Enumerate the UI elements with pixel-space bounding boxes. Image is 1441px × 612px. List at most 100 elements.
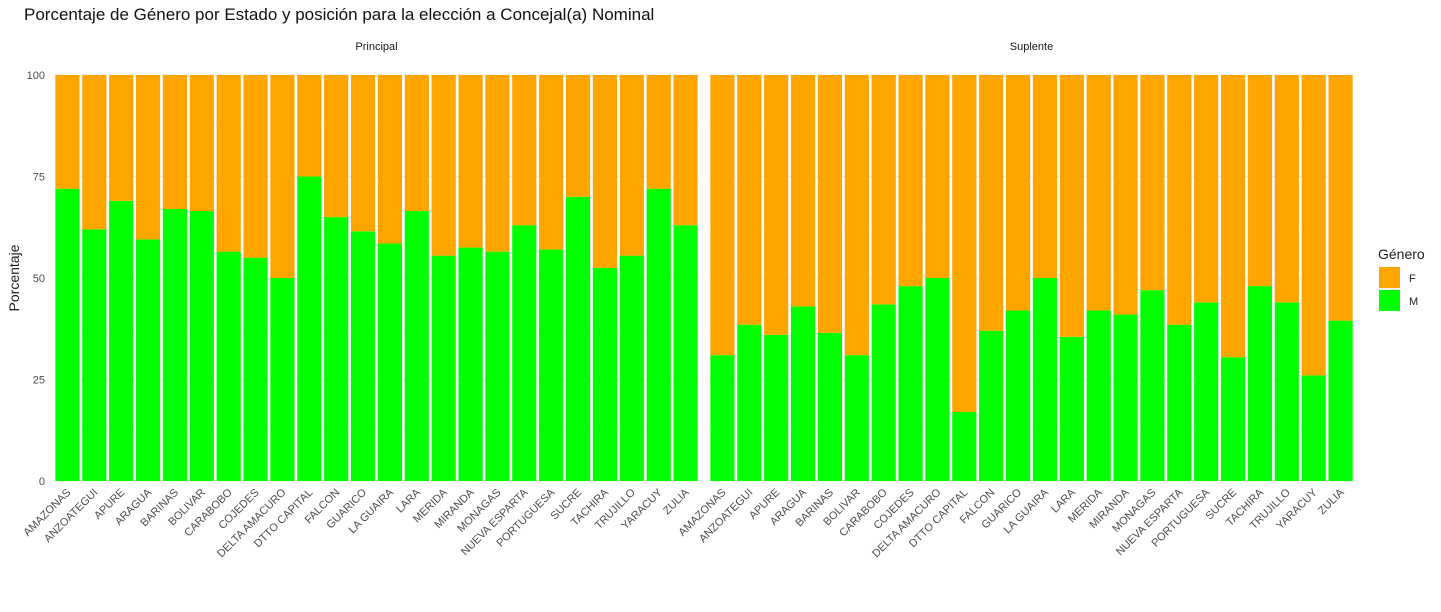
- bar-m-principal-aragua: [135, 239, 161, 481]
- y-tick-label: 75: [33, 172, 45, 184]
- bar-m-suplente-miranda: [1113, 314, 1138, 481]
- bar-f-suplente-falcon: [979, 75, 1004, 331]
- bar-f-suplente-portuguesa: [1194, 75, 1219, 303]
- bar-f-principal-nueva-esparta: [512, 75, 537, 226]
- bar-m-principal-merida: [431, 255, 456, 481]
- bar-m-suplente-amazonas: [710, 355, 735, 481]
- bar-m-principal-lara: [404, 211, 429, 481]
- x-tick-label: ZULIA: [661, 486, 692, 517]
- bar-f-suplente-la-guaira: [1032, 75, 1058, 278]
- bar-m-principal-cojedes: [243, 257, 268, 481]
- bar-f-suplente-bolivar: [844, 75, 869, 356]
- bar-m-suplente-barinas: [817, 332, 843, 481]
- bar-f-principal-tachira: [592, 75, 618, 268]
- bar-f-suplente-aragua: [790, 75, 816, 307]
- legend: Género FM: [1378, 246, 1425, 311]
- legend-key-m: [1379, 290, 1400, 311]
- bar-m-suplente-falcon: [979, 330, 1004, 481]
- bars: [55, 75, 1353, 482]
- bar-f-principal-miranda: [458, 75, 483, 248]
- bar-m-principal-yaracuy: [646, 188, 671, 481]
- legend-label-f: F: [1409, 273, 1416, 285]
- bar-m-principal-barinas: [162, 208, 188, 482]
- bar-m-principal-miranda: [458, 247, 483, 481]
- legend-key-f: [1379, 267, 1400, 288]
- bar-f-suplente-lara: [1059, 75, 1084, 337]
- bar-m-suplente-la-guaira: [1032, 278, 1058, 481]
- bar-m-principal-bolivar: [189, 211, 214, 481]
- bar-m-suplente-carabobo: [871, 304, 896, 481]
- bar-m-suplente-apure: [764, 334, 789, 481]
- facet-label-suplente: Suplente: [1010, 41, 1053, 53]
- bar-m-principal-monagas: [485, 251, 510, 481]
- bar-f-suplente-merida: [1086, 75, 1111, 311]
- bar-m-suplente-anzoategui: [737, 324, 762, 481]
- bar-m-principal-portuguesa: [539, 249, 564, 481]
- bar-m-principal-trujillo: [619, 255, 644, 481]
- bar-m-suplente-yaracuy: [1301, 375, 1326, 481]
- bar-f-principal-sucre: [565, 75, 591, 197]
- bar-f-suplente-yaracuy: [1301, 75, 1326, 376]
- bar-f-suplente-carabobo: [871, 75, 896, 305]
- bar-m-suplente-cojedes: [898, 286, 923, 481]
- bar-m-suplente-dtto-capital: [952, 411, 977, 481]
- bar-m-suplente-trujillo: [1274, 302, 1299, 481]
- bar-f-suplente-anzoategui: [737, 75, 762, 325]
- bar-m-suplente-lara: [1059, 336, 1084, 481]
- bar-f-principal-falcon: [324, 75, 349, 218]
- bar-f-principal-barinas: [162, 75, 188, 209]
- bar-m-principal-carabobo: [216, 251, 241, 481]
- bar-f-principal-cojedes: [243, 75, 268, 258]
- bar-f-principal-portuguesa: [539, 75, 564, 250]
- bar-m-principal-dtto-capital: [297, 176, 322, 481]
- y-axis-title: Porcentaje: [6, 244, 22, 311]
- bar-f-suplente-sucre: [1220, 75, 1246, 358]
- legend-title: Género: [1378, 246, 1425, 262]
- bar-m-suplente-portuguesa: [1194, 302, 1219, 481]
- y-tick-label: 50: [33, 273, 45, 285]
- bar-m-principal-falcon: [324, 217, 349, 481]
- bar-m-principal-sucre: [565, 196, 591, 482]
- bar-f-suplente-monagas: [1140, 75, 1165, 291]
- bar-m-principal-anzoategui: [82, 229, 107, 481]
- bar-m-principal-tachira: [592, 267, 618, 481]
- bar-f-suplente-delta-amacuro: [925, 75, 950, 278]
- bar-f-principal-zulia: [673, 75, 698, 226]
- bar-f-suplente-tachira: [1247, 75, 1273, 287]
- bar-f-principal-aragua: [135, 75, 161, 240]
- y-tick-label: 25: [33, 375, 45, 387]
- bar-f-principal-bolivar: [189, 75, 214, 212]
- bar-m-suplente-aragua: [790, 306, 816, 481]
- bar-f-principal-monagas: [485, 75, 510, 252]
- bar-f-suplente-amazonas: [710, 75, 735, 356]
- bar-f-principal-carabobo: [216, 75, 241, 252]
- bar-f-suplente-nueva-esparta: [1167, 75, 1192, 325]
- bar-m-principal-delta-amacuro: [270, 278, 295, 481]
- facet-label-principal: Principal: [355, 41, 397, 53]
- bar-f-suplente-zulia: [1328, 75, 1353, 321]
- bar-f-principal-anzoategui: [82, 75, 107, 230]
- legend-label-m: M: [1409, 296, 1418, 308]
- bar-f-principal-delta-amacuro: [270, 75, 295, 278]
- bar-m-suplente-zulia: [1328, 320, 1353, 481]
- x-tick-label: ZULIA: [1316, 486, 1347, 517]
- bar-f-suplente-dtto-capital: [952, 75, 977, 412]
- bar-f-principal-amazonas: [55, 75, 80, 189]
- y-tick-label: 0: [39, 476, 45, 488]
- bar-f-principal-merida: [431, 75, 456, 256]
- bar-m-principal-apure: [109, 200, 134, 482]
- bar-f-principal-la-guaira: [377, 75, 403, 244]
- bar-m-principal-la-guaira: [377, 243, 403, 481]
- bar-m-principal-nueva-esparta: [512, 225, 537, 481]
- bar-f-principal-dtto-capital: [297, 75, 322, 177]
- bar-f-principal-guarico: [350, 75, 376, 232]
- bar-f-suplente-guarico: [1005, 75, 1031, 311]
- bar-f-principal-lara: [404, 75, 429, 212]
- bar-f-suplente-miranda: [1113, 75, 1138, 315]
- bar-f-principal-yaracuy: [646, 75, 671, 189]
- bar-f-suplente-apure: [764, 75, 789, 335]
- y-tick-label: 100: [27, 70, 45, 82]
- bar-m-suplente-merida: [1086, 310, 1111, 481]
- bar-f-suplente-barinas: [817, 75, 843, 333]
